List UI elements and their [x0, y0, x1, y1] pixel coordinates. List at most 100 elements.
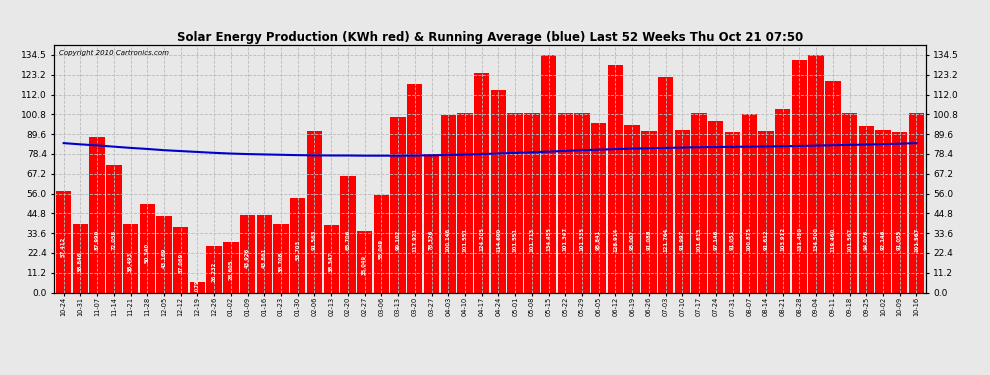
Bar	[658, 77, 673, 292]
Bar	[742, 114, 757, 292]
Text: 97.146: 97.146	[713, 229, 719, 250]
Text: 91.051: 91.051	[730, 229, 735, 250]
Text: 91.055: 91.055	[897, 230, 902, 250]
Text: 43.861: 43.861	[261, 248, 267, 268]
Text: 121.764: 121.764	[663, 227, 668, 252]
Bar	[691, 113, 707, 292]
Text: 37.069: 37.069	[178, 253, 183, 273]
Text: 101.551: 101.551	[513, 227, 518, 252]
Text: 101.335: 101.335	[579, 228, 584, 252]
Text: 114.600: 114.600	[496, 227, 501, 252]
Bar	[892, 132, 908, 292]
Bar	[307, 130, 322, 292]
Bar	[140, 204, 155, 292]
Text: Copyright 2010 Cartronics.com: Copyright 2010 Cartronics.com	[58, 50, 169, 56]
Text: 38.347: 38.347	[329, 252, 334, 272]
Text: 101.567: 101.567	[847, 227, 852, 252]
Bar	[72, 224, 88, 292]
Text: 101.613: 101.613	[697, 227, 702, 252]
Text: 101.347: 101.347	[562, 228, 568, 252]
Text: 57.412: 57.412	[61, 237, 66, 257]
Bar	[324, 225, 339, 292]
Bar	[341, 176, 355, 292]
Title: Solar Energy Production (KWh red) & Running Average (blue) Last 52 Weeks Thu Oct: Solar Energy Production (KWh red) & Runn…	[177, 31, 803, 44]
Bar	[809, 55, 824, 292]
Text: 87.990: 87.990	[95, 230, 100, 250]
Bar	[457, 113, 472, 292]
Bar	[642, 132, 656, 292]
Bar	[674, 130, 690, 292]
Bar	[290, 198, 306, 292]
Bar	[557, 113, 573, 292]
Text: 38.846: 38.846	[78, 251, 83, 272]
Bar	[207, 246, 222, 292]
Bar	[825, 81, 841, 292]
Bar	[875, 130, 891, 292]
Text: 91.997: 91.997	[680, 230, 685, 250]
Bar	[775, 109, 790, 292]
Text: 55.049: 55.049	[379, 238, 384, 259]
Bar	[909, 113, 924, 292]
Bar	[256, 215, 272, 292]
Text: 95.841: 95.841	[596, 229, 601, 250]
Bar	[524, 112, 540, 292]
Bar	[223, 242, 239, 292]
Bar	[273, 224, 289, 292]
Bar	[758, 130, 773, 292]
Text: 38.708: 38.708	[278, 252, 283, 272]
Text: 35.049: 35.049	[362, 255, 367, 274]
Text: 94.076: 94.076	[864, 230, 869, 250]
Bar	[491, 90, 506, 292]
Text: 78.326: 78.326	[429, 229, 434, 250]
Bar	[173, 227, 188, 292]
Bar	[608, 64, 623, 292]
Bar	[357, 231, 372, 292]
Bar	[407, 84, 423, 292]
Text: 43.169: 43.169	[161, 248, 166, 268]
Text: 95.007: 95.007	[630, 230, 635, 249]
Bar	[89, 137, 105, 292]
Text: 28.605: 28.605	[229, 260, 234, 280]
Text: 91.612: 91.612	[763, 229, 768, 250]
Text: 128.914: 128.914	[613, 227, 618, 252]
Bar	[858, 126, 874, 292]
Text: 101.567: 101.567	[914, 227, 919, 252]
Bar	[441, 116, 456, 292]
Bar	[56, 191, 71, 292]
Text: 6.079: 6.079	[195, 279, 200, 296]
Bar	[106, 165, 122, 292]
Text: 65.706: 65.706	[346, 230, 350, 251]
Text: 26.232: 26.232	[212, 261, 217, 282]
Text: 131.450: 131.450	[797, 228, 802, 252]
Text: 103.912: 103.912	[780, 228, 785, 252]
Bar	[474, 73, 489, 292]
Bar	[373, 195, 389, 292]
Bar	[190, 282, 205, 292]
Text: 43.926: 43.926	[246, 248, 250, 268]
Text: 50.340: 50.340	[145, 242, 149, 262]
Text: 101.551: 101.551	[462, 227, 467, 252]
Text: 134.455: 134.455	[546, 228, 551, 251]
Bar	[792, 60, 807, 292]
Bar	[591, 123, 607, 292]
Bar	[708, 121, 724, 292]
Text: 119.460: 119.460	[831, 227, 836, 252]
Text: 117.921: 117.921	[412, 227, 418, 252]
Bar	[508, 113, 523, 292]
Text: 91.563: 91.563	[312, 229, 317, 250]
Bar	[390, 117, 406, 292]
Text: 124.205: 124.205	[479, 228, 484, 251]
Bar	[541, 55, 556, 292]
Bar	[240, 215, 255, 292]
Text: 100.875: 100.875	[746, 228, 751, 252]
Text: 100.146: 100.146	[446, 227, 450, 252]
Bar	[424, 154, 440, 292]
Bar	[725, 132, 741, 292]
Text: 91.088: 91.088	[646, 229, 651, 250]
Text: 134.500: 134.500	[814, 228, 819, 251]
Text: 99.102: 99.102	[396, 230, 401, 250]
Text: 101.713: 101.713	[530, 227, 535, 252]
Text: 38.493: 38.493	[128, 252, 133, 272]
Bar	[123, 225, 139, 292]
Text: 53.703: 53.703	[295, 240, 300, 260]
